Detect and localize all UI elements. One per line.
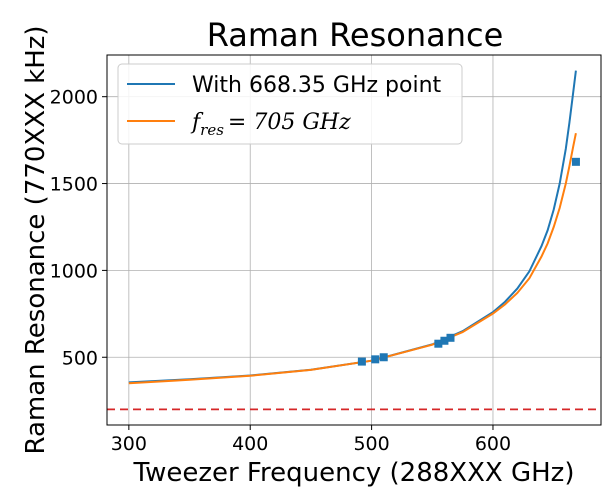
data-point [440,336,449,345]
series-line-1 [128,133,577,385]
series-lines [128,70,577,385]
plot-frame [106,54,602,426]
data-point [434,339,443,348]
data-point [371,355,380,364]
data-point [571,157,580,166]
data-point [446,333,455,342]
x-tick-label: 300 [111,433,147,455]
data-point [357,357,366,366]
legend-subscript: res [200,121,224,139]
legend-label-blue: With 668.35 GHz point [192,73,442,98]
legend-text: = 705 GHz [228,110,351,135]
data-markers [357,157,580,366]
legend-box [117,63,463,145]
x-tick-label: 400 [232,433,268,455]
y-tick-label: 1000 [50,260,98,282]
x-axis-label: Tweezer Frequency (288XXX GHz) [133,458,575,488]
chart-title: Raman Resonance [207,16,504,54]
y-tick-label: 2000 [50,87,98,109]
axis-ticks: 300 400 500 600 500 1000 1500 2000 [50,87,511,455]
y-tick-label: 500 [62,347,98,369]
data-point [379,353,388,362]
y-axis-label: Raman Resonance (770XXX kHz) [21,25,51,454]
legend-label-orange: fres = 705 GHz [190,110,351,139]
x-tick-label: 500 [353,433,389,455]
y-tick-label: 1500 [50,174,98,196]
x-tick-label: 600 [475,433,511,455]
legend: With 668.35 GHz point fres = 705 GHz [117,63,463,145]
